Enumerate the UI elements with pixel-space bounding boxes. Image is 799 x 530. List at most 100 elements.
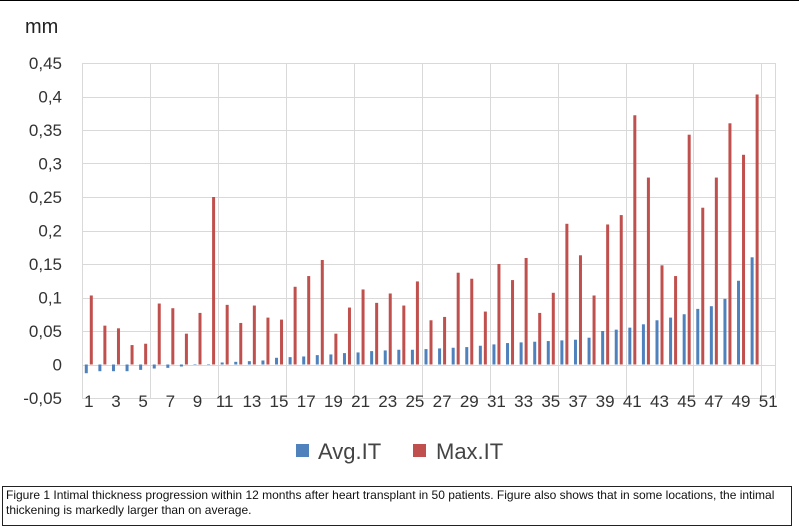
- x-tick-label: 39: [596, 392, 615, 411]
- avg-it-bar: [465, 347, 469, 365]
- max-it-bar: [497, 264, 501, 365]
- x-tick-label: 5: [138, 392, 147, 411]
- avg-it-bar: [410, 349, 414, 365]
- avg-it-bar: [111, 364, 115, 372]
- max-it-bar: [483, 311, 487, 365]
- avg-it-bar: [655, 320, 659, 365]
- y-tick-label: 0,05: [29, 322, 62, 341]
- max-it-bar: [578, 255, 582, 365]
- max-it-bar: [225, 304, 229, 365]
- legend-label: Max.IT: [436, 439, 503, 464]
- max-it-bar: [252, 305, 256, 365]
- max-it-bar: [687, 134, 691, 365]
- avg-it-bar: [519, 342, 523, 365]
- max-it-bar: [144, 343, 148, 365]
- legend-swatch: [296, 444, 309, 457]
- avg-it-bar: [275, 357, 279, 365]
- max-it-bar: [280, 319, 284, 365]
- avg-it-bar: [560, 340, 564, 365]
- y-axis-ticks: -0,05 0 0,05 0,1 0,15 0,2 0,25 0,3 0,35 0,4 0,45: [23, 54, 62, 408]
- max-it-bar: [755, 94, 759, 365]
- x-tick-label: 35: [541, 392, 560, 411]
- x-tick-label: 17: [297, 392, 316, 411]
- y-tick-label: 0: [53, 356, 62, 375]
- avg-it-bar: [84, 364, 88, 374]
- avg-it-bar: [492, 344, 496, 365]
- x-axis-ticks: 1 3 5 7 9 11 13 15 17 19 21 23 25 27 29 31 33 35 37 39 41 43 4…: [84, 392, 778, 411]
- x-tick-label: 15: [270, 392, 289, 411]
- avg-it-bar: [247, 361, 251, 365]
- max-it-bar: [198, 312, 202, 365]
- max-it-bar: [307, 276, 311, 365]
- max-it-bar: [592, 295, 596, 365]
- avg-it-bar: [356, 352, 360, 365]
- x-tick-label: 23: [378, 392, 397, 411]
- x-tick-label: 11: [216, 392, 234, 411]
- avg-it-bar: [750, 257, 754, 365]
- x-tick-label: 7: [166, 392, 175, 411]
- x-tick-label: 13: [242, 392, 261, 411]
- max-it-bar: [157, 303, 161, 365]
- max-it-bar: [728, 123, 732, 365]
- max-it-bar: [660, 265, 664, 365]
- y-tick-label: 0,3: [38, 155, 62, 174]
- avg-it-bar: [696, 308, 700, 365]
- avg-it-bar: [125, 364, 129, 372]
- max-it-bar: [701, 207, 705, 365]
- x-tick-label: 43: [650, 392, 669, 411]
- max-it-bar: [402, 305, 406, 365]
- avg-it-bar: [601, 331, 605, 365]
- max-it-bar: [239, 322, 243, 365]
- avg-it-bar: [193, 364, 197, 365]
- legend-swatch: [413, 444, 426, 457]
- avg-it-bar: [342, 353, 346, 365]
- max-it-bar: [293, 286, 297, 365]
- max-it-bar: [130, 345, 134, 365]
- max-it-bar: [619, 215, 623, 365]
- max-it-bar: [184, 333, 188, 365]
- x-tick-label: 41: [623, 392, 642, 411]
- y-tick-label: 0,25: [29, 188, 62, 207]
- y-tick-label: 0,4: [38, 88, 62, 107]
- avg-it-bar: [669, 317, 673, 365]
- max-it-bar: [606, 224, 610, 365]
- max-it-bar: [511, 280, 515, 365]
- max-it-bar: [565, 223, 569, 365]
- x-tick-label: 51: [759, 392, 778, 411]
- max-it-bar: [429, 320, 433, 365]
- avg-it-bar: [302, 356, 306, 365]
- max-it-bar: [742, 154, 746, 365]
- x-tick-label: 49: [732, 392, 751, 411]
- max-it-bar: [103, 325, 107, 365]
- avg-it-bar: [152, 364, 156, 369]
- x-tick-label: 27: [433, 392, 452, 411]
- max-it-bar: [347, 307, 351, 365]
- max-it-bar: [524, 257, 528, 365]
- avg-it-bar: [737, 280, 741, 365]
- avg-it-bar: [397, 349, 401, 365]
- max-it-bar: [551, 292, 555, 365]
- max-it-bar: [388, 293, 392, 365]
- unit-label: mm: [25, 16, 58, 38]
- x-tick-label: 9: [193, 392, 202, 411]
- avg-it-bar: [587, 337, 591, 365]
- max-it-bar: [361, 289, 365, 365]
- legend: Avg.IT Max.IT: [296, 439, 503, 464]
- avg-it-bar: [383, 350, 387, 365]
- x-tick-label: 31: [487, 392, 506, 411]
- max-it-bar: [646, 177, 650, 365]
- bar-chart: mm -0,05 0 0,05 0,1 0,15 0,2 0,25 0,3 0,35 0,4 0,4…: [23, 16, 778, 464]
- legend-label: Avg.IT: [318, 439, 381, 464]
- y-tick-label: 0,45: [29, 54, 62, 73]
- x-tick-label: 25: [405, 392, 424, 411]
- avg-it-bar: [207, 364, 211, 365]
- avg-it-bar: [288, 357, 292, 365]
- avg-it-bar: [424, 349, 428, 365]
- avg-it-bar: [370, 351, 374, 365]
- x-tick-label: 21: [351, 392, 370, 411]
- avg-it-bar: [234, 361, 238, 365]
- max-it-bar: [633, 115, 637, 365]
- y-tick-label: 0,1: [38, 289, 62, 308]
- avg-it-bar: [451, 347, 455, 365]
- avg-it-bar: [329, 354, 333, 365]
